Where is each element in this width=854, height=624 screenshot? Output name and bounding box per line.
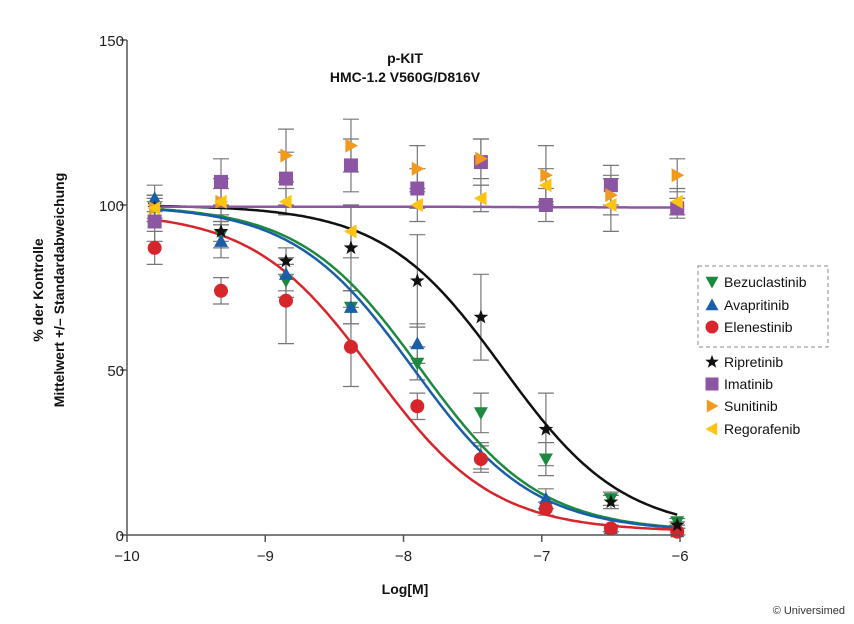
data-point-ripretinib — [278, 253, 294, 268]
x-tick-label: −9 — [257, 548, 274, 565]
y-tick-label: 50 — [107, 363, 124, 380]
fit-curve-bezuclastinib — [154, 207, 678, 529]
legend-label-imatinib: Imatinib — [724, 376, 773, 392]
x-tick-label: −6 — [671, 548, 688, 565]
x-tick-label: −10 — [114, 548, 139, 565]
data-point-ripretinib — [669, 517, 685, 532]
data-point-elenestinib — [603, 521, 618, 536]
data-point-avapritinib — [538, 491, 553, 505]
legend-label-avapritinib: Avapritinib — [724, 297, 789, 313]
legend-marker-bezuclastinib — [705, 276, 719, 289]
fit-curve-ripretinib — [154, 204, 678, 516]
data-point-sunitinib — [605, 188, 618, 203]
legend-marker-regorafenib — [705, 422, 718, 436]
data-point-imatinib — [278, 171, 293, 186]
legend-label-elenestinib: Elenestinib — [724, 319, 793, 335]
data-point-regorafenib — [343, 224, 357, 239]
data-point-imatinib — [214, 174, 229, 189]
data-point-elenestinib — [147, 240, 162, 255]
data-point-imatinib — [147, 214, 162, 229]
data-point-elenestinib — [538, 501, 553, 516]
data-point-avapritinib — [147, 191, 162, 204]
legend-marker-sunitinib — [706, 399, 719, 413]
data-point-sunitinib — [345, 138, 358, 153]
x-tick-label: −7 — [533, 548, 550, 565]
data-point-ripretinib — [410, 273, 425, 288]
data-point-sunitinib — [540, 168, 553, 183]
data-point-imatinib — [603, 178, 618, 193]
legend-marker-avapritinib — [705, 298, 719, 311]
data-point-regorafenib — [214, 194, 227, 209]
data-point-ripretinib — [473, 309, 489, 324]
x-tick-label: −8 — [395, 548, 412, 565]
chart-title-line1: p-KIT — [387, 50, 423, 66]
chart-title-line2: HMC-1.2 V560G/D816V — [330, 69, 481, 85]
data-point-bezuclastinib — [538, 453, 553, 467]
data-point-ripretinib — [538, 421, 554, 436]
data-point-elenestinib — [343, 339, 358, 354]
data-point-elenestinib — [473, 452, 488, 467]
data-point-bezuclastinib — [410, 357, 425, 371]
data-point-sunitinib — [671, 168, 685, 183]
data-point-sunitinib — [411, 161, 425, 176]
data-point-ripretinib — [213, 223, 229, 238]
data-point-avapritinib — [343, 300, 358, 313]
data-point-regorafenib — [603, 198, 617, 212]
fit-curve-elenestinib — [154, 218, 678, 531]
data-point-elenestinib — [410, 399, 425, 414]
legend-label-ripretinib: Ripretinib — [724, 354, 783, 370]
data-point-imatinib — [410, 181, 425, 196]
data-point-imatinib — [343, 158, 358, 173]
data-point-ripretinib — [603, 494, 619, 509]
y-tick-label: 0 — [116, 528, 124, 545]
fit-curve-avapritinib — [154, 208, 678, 529]
data-point-regorafenib — [147, 201, 161, 216]
legend-label-bezuclastinib: Bezuclastinib — [724, 274, 807, 290]
data-point-regorafenib — [473, 191, 487, 206]
data-point-imatinib — [538, 198, 553, 212]
data-point-avapritinib — [278, 267, 293, 280]
legend-label-regorafenib: Regorafenib — [724, 421, 800, 437]
data-point-bezuclastinib — [473, 407, 488, 420]
legend-box — [697, 265, 829, 348]
data-point-sunitinib — [280, 148, 293, 163]
legend-marker-ripretinib — [705, 354, 719, 368]
data-point-regorafenib — [410, 198, 423, 212]
copyright: © Universimed — [773, 605, 845, 617]
data-point-avapritinib — [214, 234, 229, 247]
legend-marker-imatinib — [705, 377, 719, 391]
data-point-regorafenib — [538, 178, 552, 193]
legend-marker-elenestinib — [705, 320, 719, 334]
y-axis-label-line1: % der Kontrolle — [30, 238, 46, 342]
data-point-avapritinib — [410, 336, 425, 350]
data-point-regorafenib — [670, 194, 683, 209]
legend-label-sunitinib: Sunitinib — [724, 398, 778, 414]
y-tick-label: 100 — [99, 198, 124, 215]
data-point-regorafenib — [278, 194, 292, 209]
y-axis-label-line2: Mittelwert +/– Standardabweichung — [51, 173, 67, 408]
data-point-elenestinib — [214, 283, 229, 298]
data-point-sunitinib — [475, 151, 488, 166]
y-tick-label: 150 — [99, 33, 124, 50]
data-point-elenestinib — [278, 293, 293, 308]
data-point-ripretinib — [343, 240, 359, 255]
x-axis-label: Log[M] — [382, 581, 429, 597]
